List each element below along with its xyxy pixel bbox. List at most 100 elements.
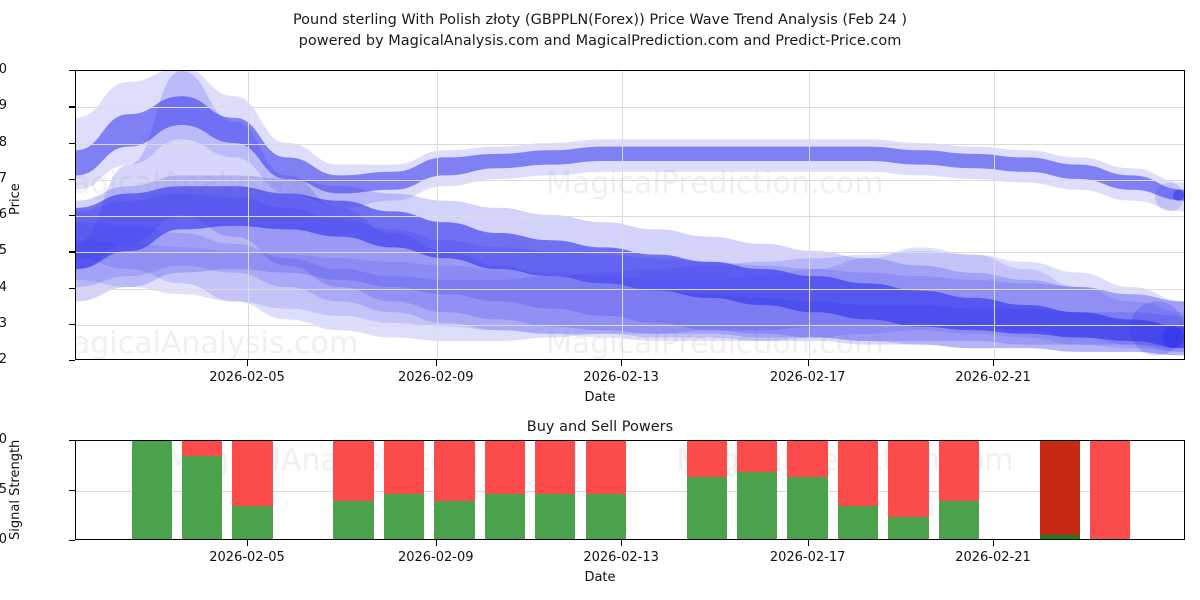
wave-bands-svg: [76, 71, 1184, 356]
gridline-horizontal: [76, 252, 1184, 254]
wave-band-endcap: [1155, 182, 1184, 212]
wave-band: [76, 222, 1184, 352]
y-axis-tick-label: 4.90: [0, 62, 7, 77]
y-axis-tick: [69, 287, 75, 289]
bar-column[interactable]: [1039, 441, 1081, 539]
wave-band: [76, 96, 1184, 201]
x-axis-tick-label: 2026-02-05: [209, 370, 285, 385]
wave-band: [76, 71, 1184, 349]
bar-column[interactable]: [484, 441, 526, 539]
bar-column[interactable]: [181, 441, 223, 539]
bars-y-axis-label: Signal Strength: [8, 439, 23, 540]
bar-column[interactable]: [736, 441, 778, 539]
y-axis-tick: [69, 142, 75, 144]
y-axis-tick: [69, 323, 75, 326]
bar-column[interactable]: [131, 441, 172, 539]
bar-column[interactable]: [383, 441, 425, 539]
bar-segment-buy: [837, 506, 879, 539]
bar-segment-buy: [383, 494, 425, 539]
gridline-vertical: [993, 71, 995, 359]
bar-column[interactable]: [787, 441, 828, 539]
y-axis-tick: [69, 540, 75, 542]
bar-segment-buy: [787, 477, 828, 539]
wave-plot-area: MagicalAnalysis.com MagicalPrediction.com…: [75, 70, 1185, 360]
bar-segment-buy: [181, 456, 223, 539]
bar-segment-sell: [787, 441, 828, 477]
bar-segment-buy: [585, 494, 626, 539]
bar-segment-buy: [434, 501, 475, 539]
gridline-horizontal: [76, 179, 1184, 181]
bar-column[interactable]: [333, 441, 374, 539]
x-axis-tick: [807, 360, 809, 366]
x-axis-tick-label: 2026-02-17: [769, 550, 846, 565]
bars-x-axis-label: Date: [584, 570, 616, 585]
gridline-vertical: [436, 71, 438, 359]
bar-segment-sell: [888, 441, 929, 517]
bar-segment-sell: [938, 441, 980, 501]
y-axis-tick-label: 0.0: [0, 532, 7, 547]
y-axis-tick-label: 4.87: [0, 170, 7, 186]
wave-y-axis-label: Price: [8, 183, 23, 215]
bar-segment-buy: [333, 501, 374, 539]
gridline-vertical: [248, 71, 250, 359]
bar-column[interactable]: [585, 441, 626, 539]
bar-segment-buy: [888, 517, 929, 539]
title-line-2: powered by MagicalAnalysis.com and Magic…: [298, 33, 902, 49]
wave-band: [76, 193, 1184, 356]
gridline-horizontal: [76, 491, 1184, 492]
gridline-horizontal: [76, 324, 1184, 326]
bar-segment-sell: [484, 441, 526, 494]
x-axis-tick: [247, 360, 249, 366]
x-axis-tick-label: 2026-02-17: [769, 370, 846, 385]
y-axis-tick: [69, 360, 75, 362]
y-axis-tick-label: 0.5: [0, 482, 7, 497]
bar-column[interactable]: [938, 441, 980, 539]
bar-column[interactable]: [1090, 441, 1131, 539]
x-axis-tick: [435, 540, 438, 546]
title-line-1: Pound sterling With Polish złoty (GBPPLN…: [292, 12, 908, 28]
gridline-horizontal: [76, 143, 1184, 145]
y-axis-tick: [69, 106, 75, 108]
bar-segment-sell: [736, 441, 778, 472]
bar-column[interactable]: [837, 441, 879, 539]
bar-column[interactable]: [888, 441, 929, 539]
y-axis-tick-label: 4.85: [0, 243, 7, 259]
bar-column[interactable]: [434, 441, 475, 539]
bar-segment-sell: [181, 441, 223, 456]
wave-band-endcap: [1129, 301, 1184, 356]
y-axis-tick: [69, 440, 75, 442]
bar-segment-buy: [736, 472, 778, 539]
gridline-horizontal: [76, 107, 1184, 109]
y-axis-tick-label: 4.86: [0, 207, 7, 222]
y-axis-tick-label: 4.84: [0, 279, 7, 295]
bar-segment-sell: [535, 441, 576, 494]
bar-segment-sell: [585, 441, 626, 494]
y-axis-tick: [69, 178, 75, 181]
y-axis-tick: [69, 490, 75, 492]
bar-column[interactable]: [535, 441, 576, 539]
bar-segment-buy: [131, 441, 172, 539]
y-axis-tick: [69, 251, 75, 253]
bar-column[interactable]: [232, 441, 273, 539]
bar-column[interactable]: [686, 441, 727, 539]
gridline-horizontal: [76, 288, 1184, 290]
x-axis-tick-label: 2026-02-05: [209, 550, 285, 565]
bar-segment-sell: [1039, 441, 1081, 535]
bar-segment-buy: [686, 477, 727, 539]
x-axis-tick: [435, 360, 438, 366]
x-axis-tick: [621, 540, 623, 546]
bar-segment-buy: [535, 494, 576, 539]
y-axis-tick-label: 4.88: [0, 134, 7, 150]
bar-segment-buy: [484, 494, 526, 539]
x-axis-tick-label: 2026-02-21: [955, 370, 1031, 385]
y-axis-tick: [69, 215, 75, 217]
x-axis-tick-label: 2026-02-09: [397, 370, 474, 385]
bar-segment-sell: [686, 441, 727, 477]
wave-x-axis-label: Date: [584, 390, 616, 405]
x-axis-tick-label: 2026-02-21: [955, 550, 1031, 565]
wave-band: [76, 240, 1184, 352]
x-axis-tick: [247, 540, 249, 546]
